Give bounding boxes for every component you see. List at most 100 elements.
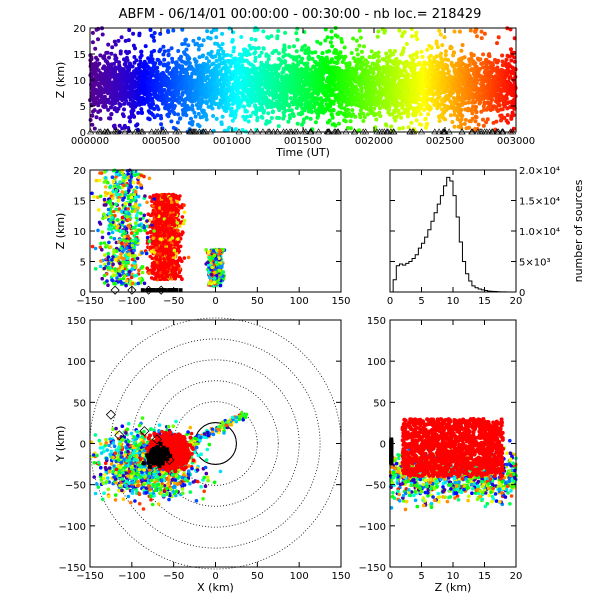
time-height-point	[264, 121, 268, 126]
time-height-point	[442, 35, 447, 40]
time-height-point	[179, 54, 183, 59]
time-height-point	[372, 82, 377, 87]
time-height-point	[205, 29, 210, 34]
time-height-point	[354, 47, 359, 52]
time-height-point	[117, 60, 121, 65]
time-height-point	[103, 58, 108, 63]
time-height-point	[328, 99, 333, 104]
time-height-point	[306, 88, 311, 93]
time-height-point	[292, 44, 296, 49]
time-height-point	[446, 58, 451, 62]
time-height-point	[306, 51, 311, 56]
time-height-point	[303, 43, 307, 48]
time-height-point	[233, 127, 238, 132]
time-height-point	[276, 29, 281, 33]
time-height-point	[263, 84, 268, 89]
time-height-point	[418, 112, 423, 117]
time-height-point	[400, 111, 405, 116]
time-height-point	[376, 90, 381, 95]
time-height-point	[367, 97, 372, 102]
time-height-point	[274, 48, 279, 53]
time-height-point	[504, 93, 509, 98]
time-height-point	[249, 37, 254, 41]
time-height-point	[420, 64, 425, 69]
time-height-point	[186, 65, 191, 70]
time-height-point	[230, 39, 235, 44]
time-height-point	[313, 80, 318, 85]
time-height-point	[286, 119, 291, 124]
time-height-point	[292, 90, 297, 95]
time-height-point	[374, 117, 379, 122]
time-height-point	[243, 108, 248, 113]
time-height-point	[315, 115, 320, 120]
time-height-point	[342, 112, 347, 117]
time-height-point	[131, 114, 136, 119]
time-height-point	[394, 114, 399, 119]
time-height-point	[463, 117, 468, 122]
time-height-point	[303, 62, 308, 67]
time-height-point	[400, 51, 405, 56]
time-height-point	[495, 65, 500, 70]
time-height-point	[242, 88, 247, 93]
time-height-point	[408, 65, 413, 70]
time-height-point	[398, 79, 402, 84]
time-height-point	[148, 28, 153, 32]
time-height-point	[474, 88, 479, 92]
time-height-point	[274, 76, 278, 81]
time-height-point	[468, 28, 473, 33]
time-height-point	[315, 92, 320, 97]
time-height-point	[415, 50, 419, 55]
time-height-point	[286, 89, 291, 94]
time-height-point	[226, 99, 231, 103]
time-height-point	[90, 122, 95, 127]
time-height-point	[131, 31, 136, 36]
time-height-point	[362, 115, 367, 120]
time-height-point	[346, 107, 350, 112]
time-height-point	[509, 69, 514, 74]
time-height-point	[402, 85, 407, 90]
time-height-point	[197, 36, 201, 41]
time-height-point	[109, 51, 114, 56]
time-height-point	[384, 51, 389, 56]
time-height-point	[185, 71, 190, 76]
time-height-point	[133, 89, 138, 94]
time-height-point	[208, 105, 213, 109]
time-height-point	[368, 64, 373, 69]
time-height-point	[177, 100, 182, 105]
time-height-point	[475, 56, 480, 61]
time-height-point	[423, 117, 428, 122]
time-height-point	[162, 87, 167, 92]
time-height-point	[315, 96, 320, 101]
time-height-point	[137, 33, 142, 38]
time-height-point	[247, 88, 252, 93]
time-height-point	[387, 65, 392, 69]
time-height-point	[357, 58, 362, 63]
time-height-point	[197, 55, 202, 60]
time-height-point	[403, 60, 408, 64]
time-height-point	[482, 31, 487, 36]
time-height-point	[294, 102, 298, 106]
time-height-point	[336, 55, 341, 60]
time-height-point	[373, 97, 378, 102]
time-height-point	[166, 98, 171, 103]
time-height-point	[450, 105, 455, 110]
time-height-point	[391, 52, 395, 57]
time-height-point	[96, 103, 101, 108]
time-height-point	[329, 29, 334, 34]
time-height-point	[100, 32, 105, 37]
time-height-point	[384, 55, 389, 60]
time-height-point	[481, 93, 486, 98]
time-height-point	[224, 87, 229, 92]
time-height-point	[423, 68, 428, 72]
time-height-point	[123, 62, 128, 66]
time-height-point	[224, 104, 229, 108]
time-height-point	[474, 110, 479, 115]
time-height-point	[94, 55, 98, 60]
time-height-point	[355, 62, 360, 67]
time-height-point	[443, 88, 448, 93]
time-height-point	[283, 53, 288, 57]
time-height-point	[459, 95, 464, 100]
time-height-point	[329, 57, 334, 62]
time-height-point	[213, 74, 217, 79]
time-height-point	[113, 53, 118, 58]
